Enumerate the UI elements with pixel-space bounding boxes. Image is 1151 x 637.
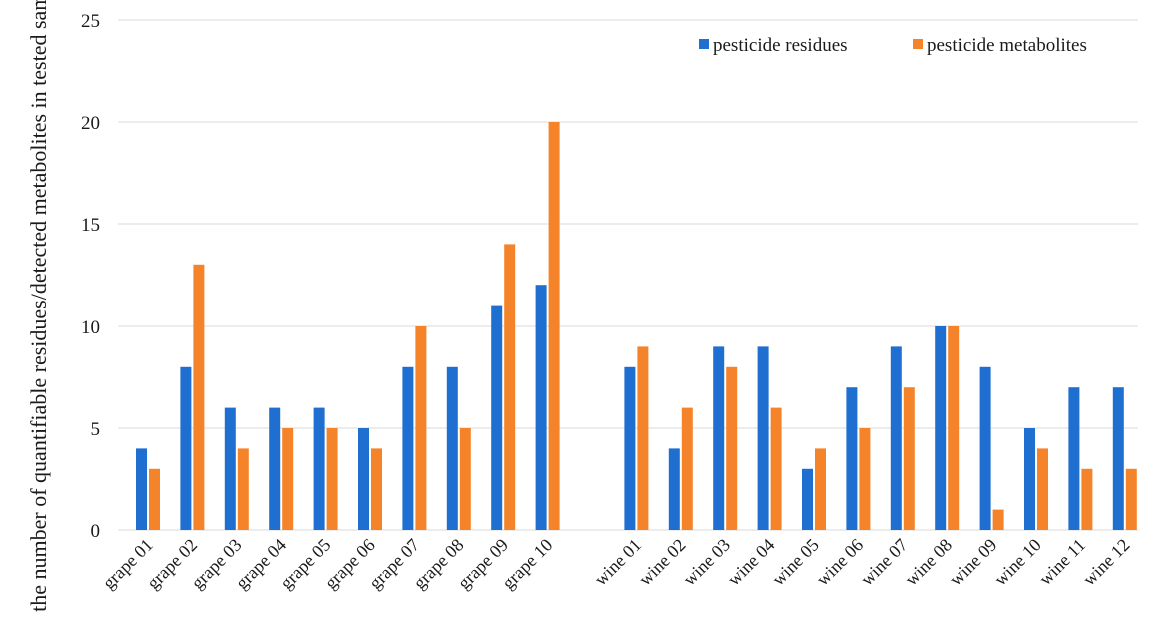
bar-pesticide-metabolites <box>903 387 915 530</box>
bar-pesticide-residues <box>624 366 636 530</box>
bars <box>136 122 1137 530</box>
bar-pesticide-residues <box>358 428 369 530</box>
bar-pesticide-metabolites <box>282 428 294 530</box>
bar-pesticide-residues <box>713 346 725 530</box>
bar-pesticide-metabolites <box>149 468 160 530</box>
bar-pesticide-metabolites <box>637 346 649 530</box>
bar-pesticide-metabolites <box>992 509 1004 530</box>
bar-pesticide-residues <box>446 366 458 530</box>
legend-swatch <box>699 39 709 49</box>
legend-item: pesticide residues <box>699 35 848 56</box>
bar-pesticide-metabolites <box>193 264 205 530</box>
x-tick-label: wine 06 <box>812 535 867 590</box>
bar-pesticide-metabolites <box>859 428 871 530</box>
bar-pesticide-metabolites <box>1125 468 1137 530</box>
bar-pesticide-residues <box>890 346 902 530</box>
bar-pesticide-residues <box>402 366 414 530</box>
bar-pesticide-residues <box>180 366 192 530</box>
bar-pesticide-residues <box>1024 428 1035 530</box>
y-tick-label: 0 <box>91 521 101 542</box>
bar-pesticide-metabolites <box>237 448 249 530</box>
x-tick-label: wine 05 <box>768 535 823 590</box>
x-tick-label: wine 01 <box>590 535 645 590</box>
bar-pesticide-residues <box>757 346 769 530</box>
bar-pesticide-residues <box>935 326 947 530</box>
y-tick-label: 25 <box>81 11 100 32</box>
x-tick-label: wine 04 <box>724 535 779 590</box>
y-tick-label: 20 <box>81 113 100 134</box>
bar-pesticide-residues <box>136 448 147 530</box>
bar-pesticide-residues <box>979 366 991 530</box>
bar-pesticide-residues <box>535 285 547 530</box>
y-tick-label: 10 <box>81 317 100 338</box>
bar-pesticide-metabolites <box>948 326 960 530</box>
bar-pesticide-metabolites <box>770 407 782 530</box>
x-tick-label: wine 03 <box>679 535 734 590</box>
bar-pesticide-residues <box>1068 387 1080 530</box>
x-tick-label: wine 07 <box>857 535 912 590</box>
legend-label: pesticide metabolites <box>927 35 1087 56</box>
bar-pesticide-metabolites <box>459 428 471 530</box>
y-tick-label: 5 <box>91 419 101 440</box>
bar-pesticide-metabolites <box>326 428 338 530</box>
legend-swatch <box>913 39 923 49</box>
x-tick-label: wine 11 <box>1035 535 1089 589</box>
bar-pesticide-residues <box>313 407 325 530</box>
bar-pesticide-metabolites <box>504 244 516 530</box>
y-axis-title: the number of quantifiable residues/dete… <box>26 0 51 612</box>
bar-pesticide-metabolites <box>681 407 693 530</box>
x-tick-label: wine 12 <box>1079 535 1134 590</box>
legend: pesticide residues pesticide metabolites <box>699 35 1087 56</box>
bar-pesticide-metabolites <box>548 122 560 530</box>
x-tick-label: wine 02 <box>635 535 690 590</box>
bar-pesticide-metabolites <box>415 326 427 530</box>
bar-pesticide-residues <box>491 305 503 530</box>
y-tick-label: 15 <box>81 215 100 236</box>
bar-pesticide-metabolites <box>1037 448 1048 530</box>
bar-pesticide-metabolites <box>1081 468 1093 530</box>
x-tick-label: wine 08 <box>901 535 956 590</box>
x-tick-label: grape 10 <box>498 535 556 593</box>
bar-pesticide-metabolites <box>726 366 738 530</box>
bar-pesticide-residues <box>1112 387 1124 530</box>
legend-item: pesticide metabolites <box>913 35 1087 56</box>
bar-pesticide-residues <box>668 448 680 530</box>
bar-pesticide-residues <box>269 407 281 530</box>
bar-pesticide-metabolites <box>371 448 382 530</box>
y-tick-labels: 0 5 10 15 20 25 <box>81 11 100 542</box>
x-tick-label: wine 09 <box>946 535 1001 590</box>
bar-pesticide-residues <box>224 407 236 530</box>
x-tick-label: wine 10 <box>990 535 1045 590</box>
bar-pesticide-residues <box>802 468 813 530</box>
legend-label: pesticide residues <box>713 35 848 56</box>
bar-pesticide-residues <box>846 387 858 530</box>
bar-pesticide-metabolites <box>815 448 826 530</box>
